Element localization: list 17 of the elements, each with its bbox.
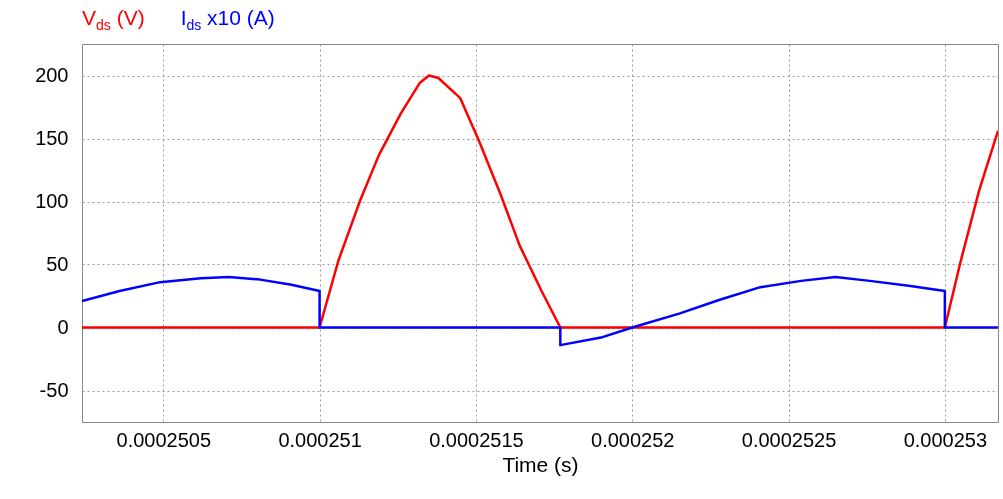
y-tick-label: 150: [35, 127, 69, 149]
text: V$_{ds}$ (V): [82, 6, 145, 34]
y-tick-label: 0: [57, 316, 69, 338]
line-series: [82, 275, 998, 347]
y-tick-label: 50: [46, 253, 69, 275]
x-tick-label: 0.000251: [278, 428, 362, 451]
x-tick-label: 0.000252: [591, 428, 675, 451]
text: I$_{ds}$ x10 (A): [180, 6, 275, 34]
x-tick-label: 0.0002505: [116, 428, 212, 451]
y-tick-label: -50: [39, 379, 69, 401]
y-tick-label: 100: [35, 190, 69, 212]
y-tick-label: 200: [35, 64, 69, 86]
x-tick-label: 0.0002525: [741, 428, 837, 451]
x-tick-label: 0.0002515: [429, 428, 524, 451]
line-series: [82, 74, 998, 329]
x-axis-title: Time (s): [502, 452, 579, 476]
x-tick-label: 0.000253: [903, 428, 988, 451]
